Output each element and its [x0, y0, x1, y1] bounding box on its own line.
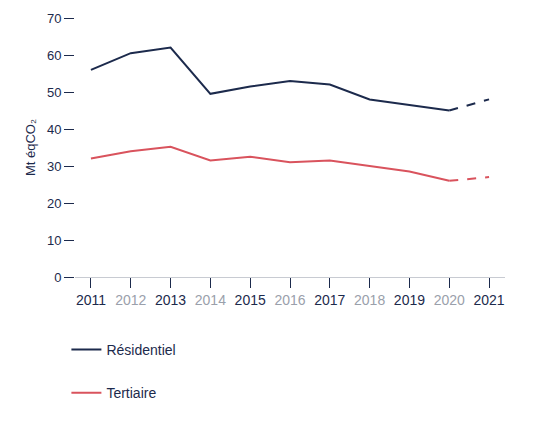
- svg-text:50: 50: [47, 85, 61, 100]
- svg-text:Résidentiel: Résidentiel: [106, 342, 175, 358]
- svg-text:40: 40: [47, 122, 61, 137]
- svg-text:20: 20: [47, 196, 61, 211]
- svg-text:2016: 2016: [274, 292, 305, 308]
- svg-text:Mt éqCO₂: Mt éqCO₂: [23, 119, 38, 176]
- svg-text:2019: 2019: [394, 292, 425, 308]
- svg-text:30: 30: [47, 159, 61, 174]
- svg-text:2020: 2020: [434, 292, 465, 308]
- svg-text:2012: 2012: [115, 292, 146, 308]
- svg-text:70: 70: [47, 11, 61, 26]
- svg-text:2013: 2013: [155, 292, 186, 308]
- svg-text:2017: 2017: [314, 292, 345, 308]
- svg-text:0: 0: [54, 270, 61, 285]
- svg-text:Tertiaire: Tertiaire: [106, 385, 156, 401]
- svg-text:2014: 2014: [195, 292, 226, 308]
- svg-text:2018: 2018: [354, 292, 385, 308]
- svg-text:60: 60: [47, 48, 61, 63]
- svg-text:10: 10: [47, 233, 61, 248]
- svg-text:2011: 2011: [76, 292, 106, 308]
- svg-text:2015: 2015: [235, 292, 266, 308]
- svg-text:2021: 2021: [473, 292, 504, 308]
